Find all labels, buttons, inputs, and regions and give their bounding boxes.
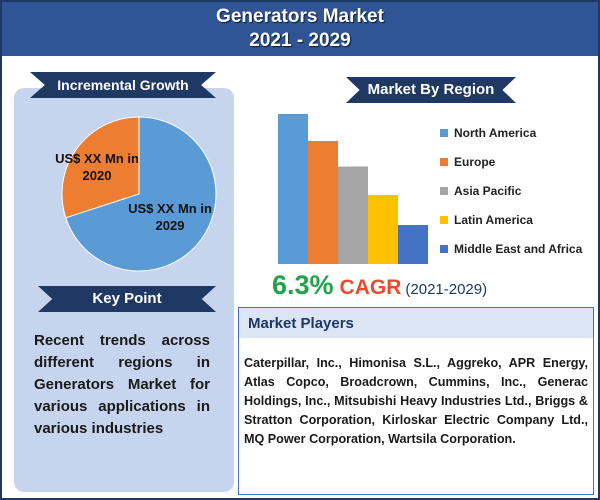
incremental-growth-heading: Incremental Growth (30, 72, 216, 98)
cagr-label: CAGR (339, 276, 402, 299)
pie-slice-2029 (65, 116, 217, 272)
market-players-box: Market Players Caterpillar, Inc., Himoni… (238, 307, 594, 495)
legend-item-europe: Europe (440, 147, 595, 176)
pie-slice-2020 (61, 116, 140, 219)
market-by-region-bar-chart (278, 114, 428, 264)
legend-label: North America (454, 125, 537, 140)
pie-label-2029: US$ XX Mn in 2029 (128, 201, 212, 233)
region-legend: North America Europe Asia Pacific Latin Ame… (440, 118, 595, 263)
incremental-growth-pie-chart (61, 116, 217, 272)
page-title: Generators Market (216, 6, 384, 27)
legend-label: Asia Pacific (454, 183, 522, 198)
cagr-period: (2021-2029) (405, 281, 488, 298)
legend-swatch (440, 186, 448, 195)
legend-label: Middle East and Africa (454, 241, 583, 256)
legend-item-north-america: North America (440, 118, 595, 147)
bar-europe (308, 141, 338, 264)
cagr-line: 6.3% CAGR (2021-2029) (272, 270, 592, 301)
key-point-text: Recent trends across different regions i… (34, 332, 210, 437)
bar-latin-america (368, 195, 398, 264)
legend-swatch (440, 215, 448, 224)
legend-item-latin-america: Latin America (440, 205, 595, 234)
legend-item-middle-east-and-africa: Middle East and Africa (440, 234, 595, 263)
legend-label: Europe (454, 154, 496, 169)
legend-item-asia-pacific: Asia Pacific (440, 176, 595, 205)
market-players-text: Caterpillar, Inc., Himonisa S.L., Aggrek… (244, 356, 588, 446)
cagr-value: 6.3% (272, 270, 334, 300)
legend-swatch (440, 157, 448, 166)
key-point-heading: Key Point (38, 286, 216, 312)
legend-label: Latin America (454, 212, 533, 227)
pie-label-2020: US$ XX Mn in 2020 (55, 151, 139, 183)
market-players-heading: Market Players (248, 315, 354, 332)
legend-swatch (440, 244, 448, 253)
title-bar: Generators Market 2021 - 2029 (2, 2, 598, 56)
page-subtitle: 2021 - 2029 (249, 30, 351, 51)
bar-asia-pacific (338, 166, 368, 264)
market-by-region-heading: Market By Region (346, 77, 516, 103)
bar-north-america (278, 114, 308, 264)
bar-middle-east-and-africa (398, 225, 428, 264)
legend-swatch (440, 128, 448, 137)
market-players-header (239, 308, 593, 338)
